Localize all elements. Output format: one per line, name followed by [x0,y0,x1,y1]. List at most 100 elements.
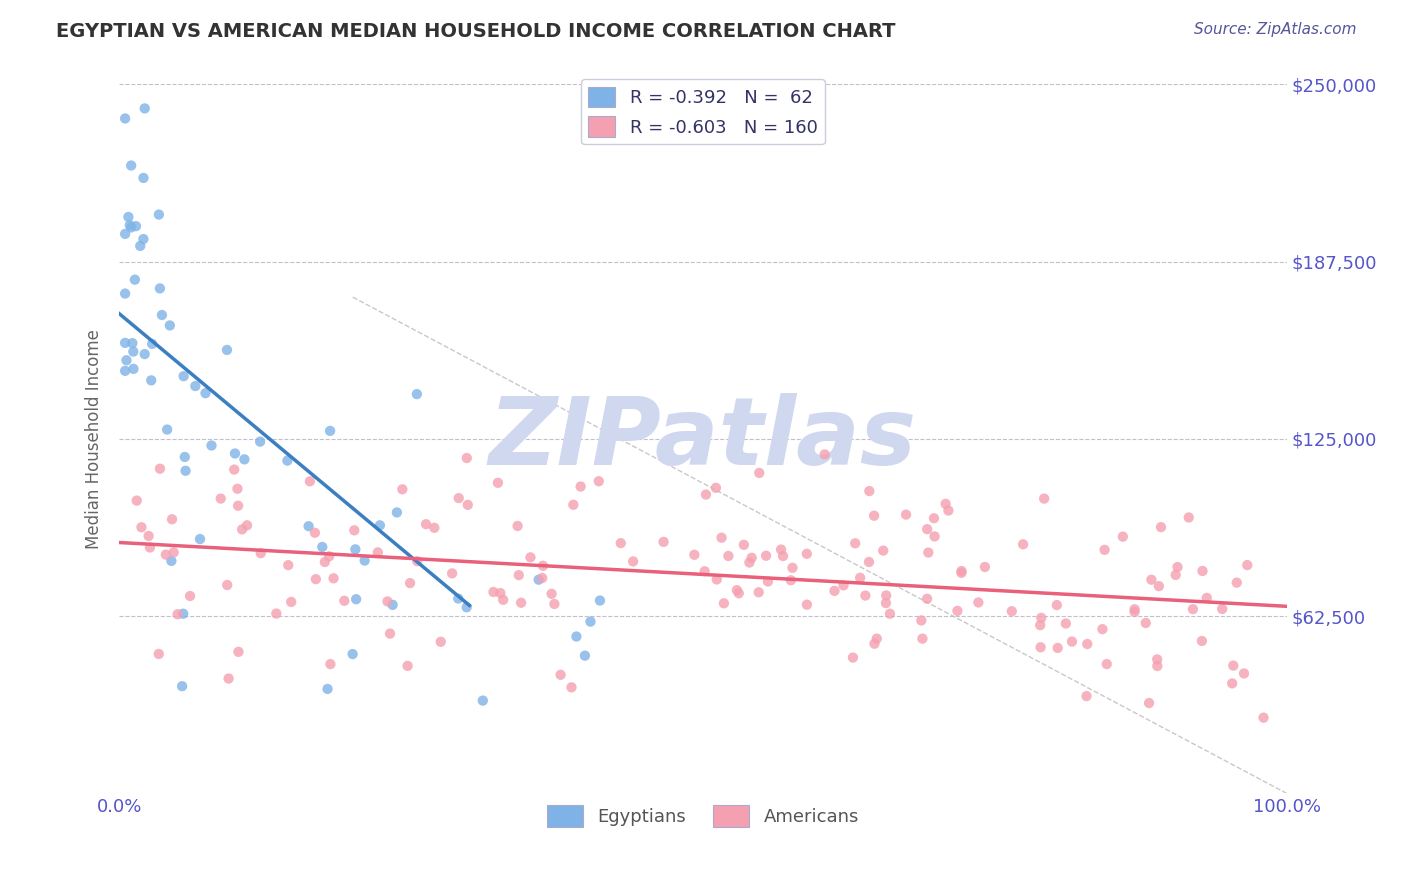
Point [527,573,550,587]
Point [738,556,761,570]
Point [117,210,139,224]
Point [844,536,866,550]
Point [1060,634,1083,648]
Point [298,475,321,489]
Point [121,336,143,351]
Point [894,508,917,522]
Point [1094,542,1116,557]
Point [1029,640,1052,655]
Point [855,589,877,603]
Point [621,554,644,568]
Point [423,521,446,535]
Point [770,542,793,557]
Point [748,585,770,599]
Point [1054,616,1077,631]
Point [179,589,201,603]
Point [772,549,794,563]
Point [693,564,716,578]
Point [447,491,470,505]
Point [725,583,748,598]
Point [706,573,728,587]
Point [1123,605,1146,619]
Point [188,532,211,546]
Point [755,549,778,563]
Point [114,227,136,241]
Legend: Egyptians, Americans: Egyptians, Americans [540,797,866,834]
Point [1029,618,1052,632]
Point [1233,666,1256,681]
Point [156,423,179,437]
Point [748,466,770,480]
Point [543,597,565,611]
Point [457,498,479,512]
Point [231,523,253,537]
Point [118,218,141,232]
Point [1211,602,1233,616]
Point [114,286,136,301]
Point [249,434,271,449]
Point [1177,510,1199,524]
Point [842,650,865,665]
Point [173,450,195,464]
Point [562,498,585,512]
Point [149,281,172,295]
Point [866,632,889,646]
Point [569,479,592,493]
Point [782,561,804,575]
Text: ZIPatlas: ZIPatlas [489,392,917,485]
Point [172,679,194,693]
Point [391,483,413,497]
Point [946,604,969,618]
Point [717,549,740,563]
Point [858,555,880,569]
Point [319,657,342,672]
Point [429,634,451,648]
Point [166,607,188,622]
Point [508,568,530,582]
Point [132,232,155,246]
Point [141,373,163,387]
Point [531,571,554,585]
Point [917,545,939,559]
Point [114,335,136,350]
Point [184,379,207,393]
Point [915,522,938,536]
Point [378,626,401,640]
Point [172,607,194,621]
Point [1033,491,1056,506]
Point [124,273,146,287]
Point [266,607,288,621]
Point [756,574,779,589]
Point [471,693,494,707]
Point [150,308,173,322]
Point [174,464,197,478]
Point [120,159,142,173]
Point [141,337,163,351]
Point [652,534,675,549]
Point [1137,696,1160,710]
Point [200,438,222,452]
Point [405,387,427,401]
Point [1091,622,1114,636]
Point [733,538,755,552]
Point [441,566,464,581]
Point [1012,537,1035,551]
Point [950,566,973,580]
Point [796,598,818,612]
Point [935,497,957,511]
Point [280,595,302,609]
Point [1195,591,1218,605]
Point [550,668,572,682]
Point [1181,602,1204,616]
Point [120,220,142,235]
Point [863,637,886,651]
Point [1046,598,1069,612]
Point [1150,520,1173,534]
Point [134,347,156,361]
Point [1112,530,1135,544]
Point [540,587,562,601]
Point [134,102,156,116]
Point [780,574,803,588]
Point [924,529,946,543]
Point [368,518,391,533]
